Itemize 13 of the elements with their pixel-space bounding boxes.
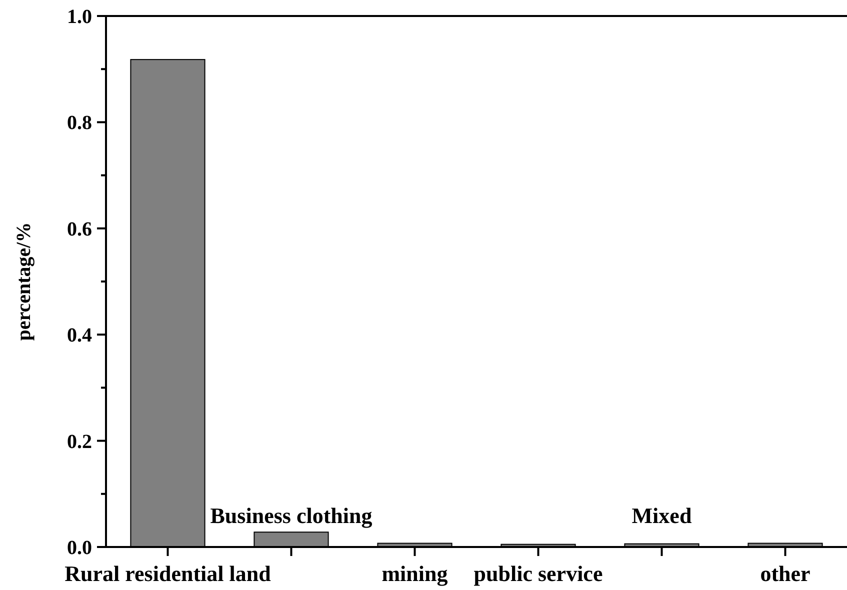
x-tick-label: public service [474, 561, 603, 586]
x-tick-label: Mixed [632, 503, 692, 528]
y-tick-label: 0.0 [67, 537, 92, 559]
y-axis-title: percentage/% [13, 222, 35, 341]
x-tick-label: mining [382, 561, 448, 586]
x-tick-label: other [760, 561, 811, 586]
y-tick-label: 0.8 [67, 112, 92, 134]
y-tick-label: 0.6 [67, 218, 92, 240]
x-tick-label: Rural residential land [64, 561, 271, 586]
x-tick-label: Business clothing [210, 503, 372, 528]
y-tick-label: 0.4 [67, 324, 92, 347]
y-tick-label: 1.0 [67, 6, 92, 28]
y-tick-label: 0.2 [67, 430, 92, 453]
